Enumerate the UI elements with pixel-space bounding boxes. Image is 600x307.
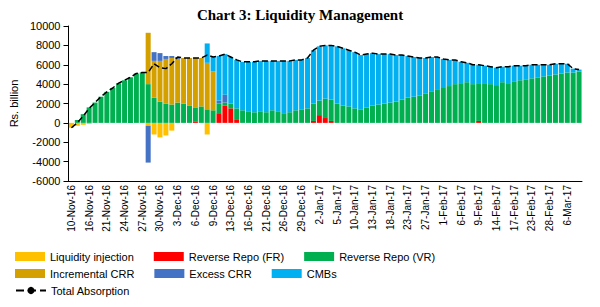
svg-text:Excess CRR: Excess CRR (189, 268, 251, 280)
svg-text:27-Nov-16: 27-Nov-16 (137, 185, 148, 232)
svg-text:13-Dec-16: 13-Dec-16 (225, 185, 236, 232)
svg-text:Reverse Repo (VR): Reverse Repo (VR) (339, 251, 435, 263)
svg-text:Incremental CRR: Incremental CRR (50, 268, 134, 280)
svg-text:29-Dec-16: 29-Dec-16 (296, 185, 307, 232)
svg-text:14-Feb-17: 14-Feb-17 (491, 185, 502, 232)
svg-text:-2000: -2000 (32, 136, 60, 148)
svg-text:Rs. billion: Rs. billion (8, 80, 20, 128)
svg-text:30-Nov-16: 30-Nov-16 (154, 185, 165, 232)
svg-text:6-Mar-17: 6-Mar-17 (562, 185, 573, 226)
svg-text:Chart 3: Liquidity Management: Chart 3: Liquidity Management (197, 7, 403, 23)
svg-text:26-Dec-16: 26-Dec-16 (278, 185, 289, 232)
svg-text:CMBs: CMBs (307, 268, 337, 280)
svg-text:9-Dec-16: 9-Dec-16 (208, 185, 219, 227)
svg-text:16-Dec-16: 16-Dec-16 (243, 185, 254, 232)
svg-text:27-Jan-17: 27-Jan-17 (420, 185, 431, 230)
svg-text:0: 0 (54, 117, 60, 129)
svg-text:3-Dec-16: 3-Dec-16 (172, 185, 183, 227)
svg-text:18-Jan-17: 18-Jan-17 (385, 185, 396, 230)
svg-text:Reverse Repo (FR): Reverse Repo (FR) (189, 251, 284, 263)
svg-text:17-Feb-17: 17-Feb-17 (509, 185, 520, 232)
svg-text:13-Jan-17: 13-Jan-17 (367, 185, 378, 230)
svg-text:2000: 2000 (36, 98, 60, 110)
svg-text:24-Nov-16: 24-Nov-16 (119, 185, 130, 232)
svg-text:10-Jan-17: 10-Jan-17 (349, 185, 360, 230)
svg-text:-4000: -4000 (32, 156, 60, 168)
svg-text:Total Absorption: Total Absorption (51, 285, 129, 297)
svg-text:8000: 8000 (36, 39, 60, 51)
svg-text:5-Jan-17: 5-Jan-17 (332, 185, 343, 225)
svg-text:Liquidity injection: Liquidity injection (50, 251, 134, 263)
svg-text:6-Dec-16: 6-Dec-16 (190, 185, 201, 227)
svg-text:21-Dec-16: 21-Dec-16 (261, 185, 272, 232)
svg-text:6-Feb-17: 6-Feb-17 (456, 185, 467, 226)
svg-text:10-Nov-16: 10-Nov-16 (66, 185, 77, 232)
svg-text:23-Feb-17: 23-Feb-17 (526, 185, 537, 232)
svg-text:16-Nov-16: 16-Nov-16 (84, 185, 95, 232)
svg-text:9-Feb-17: 9-Feb-17 (473, 185, 484, 226)
svg-text:23-Jan-17: 23-Jan-17 (402, 185, 413, 230)
svg-text:2-Jan-17: 2-Jan-17 (314, 185, 325, 225)
svg-text:-6000: -6000 (32, 175, 60, 187)
svg-text:10000: 10000 (30, 20, 61, 32)
svg-text:4000: 4000 (36, 78, 60, 90)
svg-text:21-Nov-16: 21-Nov-16 (101, 185, 112, 232)
svg-text:28-Feb-17: 28-Feb-17 (544, 185, 555, 232)
svg-text:6000: 6000 (36, 59, 60, 71)
svg-text:1-Feb-17: 1-Feb-17 (438, 185, 449, 226)
